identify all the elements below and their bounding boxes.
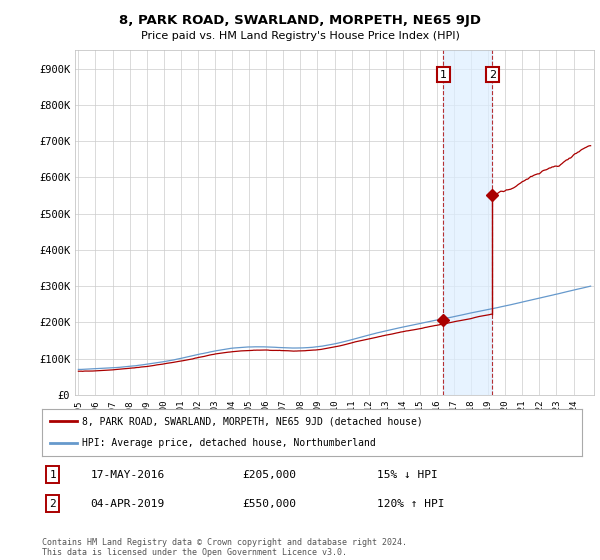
Text: £550,000: £550,000 — [242, 498, 296, 508]
Text: 2: 2 — [49, 498, 56, 508]
Text: 120% ↑ HPI: 120% ↑ HPI — [377, 498, 444, 508]
Text: 8, PARK ROAD, SWARLAND, MORPETH, NE65 9JD (detached house): 8, PARK ROAD, SWARLAND, MORPETH, NE65 9J… — [83, 416, 423, 426]
Text: 17-MAY-2016: 17-MAY-2016 — [91, 470, 165, 479]
Text: 15% ↓ HPI: 15% ↓ HPI — [377, 470, 437, 479]
Text: Contains HM Land Registry data © Crown copyright and database right 2024.
This d: Contains HM Land Registry data © Crown c… — [42, 538, 407, 557]
Text: 2: 2 — [489, 69, 496, 80]
Text: 1: 1 — [440, 69, 447, 80]
Text: £205,000: £205,000 — [242, 470, 296, 479]
Text: HPI: Average price, detached house, Northumberland: HPI: Average price, detached house, Nort… — [83, 438, 376, 448]
Text: 04-APR-2019: 04-APR-2019 — [91, 498, 165, 508]
Bar — [443, 50, 493, 395]
Text: 1: 1 — [49, 470, 56, 479]
Text: 8, PARK ROAD, SWARLAND, MORPETH, NE65 9JD: 8, PARK ROAD, SWARLAND, MORPETH, NE65 9J… — [119, 14, 481, 27]
Text: Price paid vs. HM Land Registry's House Price Index (HPI): Price paid vs. HM Land Registry's House … — [140, 31, 460, 41]
